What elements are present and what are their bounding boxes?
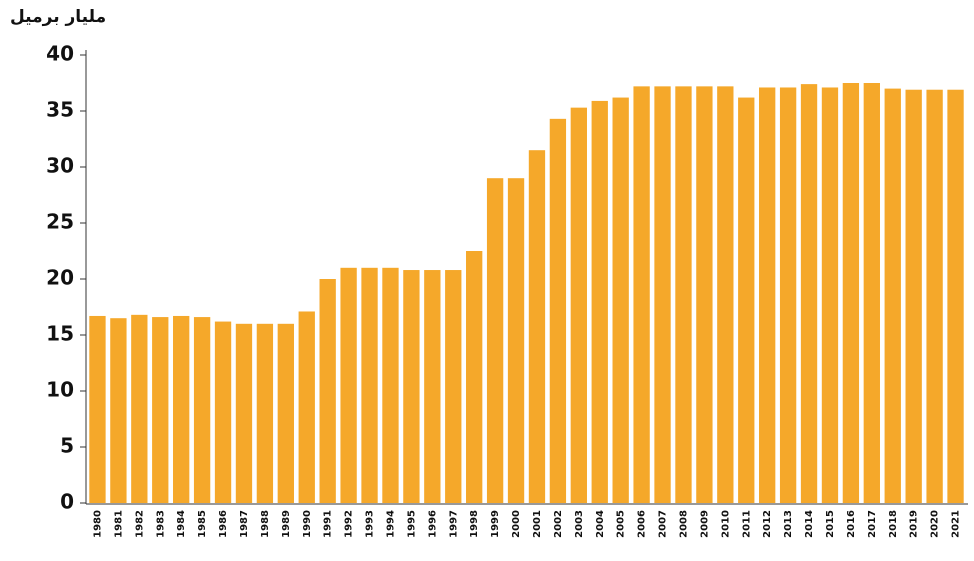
x-tick-label: 1999: [490, 510, 501, 538]
x-tick-label: 2017: [867, 510, 878, 538]
y-tick-label: 0: [60, 490, 74, 514]
x-tick-label: 1987: [239, 510, 250, 538]
x-tick-label: 2007: [658, 510, 669, 538]
bar: [528, 150, 546, 503]
x-tick-label: 2009: [699, 510, 710, 538]
x-tick-label: 1994: [385, 510, 396, 538]
bar: [298, 311, 315, 503]
bar: [905, 89, 922, 503]
x-tick-label: 1991: [323, 510, 334, 538]
bar: [654, 86, 671, 504]
bar: [717, 86, 734, 504]
x-tick-label: 2008: [678, 510, 689, 538]
x-tick-label: 1980: [92, 510, 103, 538]
x-tick-label: 2012: [762, 510, 773, 538]
y-tick-label: 5: [60, 434, 74, 458]
y-tick-label: 15: [46, 322, 74, 346]
x-tick-label: 2002: [553, 510, 564, 538]
bar: [403, 270, 420, 503]
bar: [214, 321, 232, 503]
bar: [675, 86, 692, 504]
bar: [759, 87, 776, 503]
bar: [779, 87, 797, 503]
bar: [277, 323, 294, 503]
bar: [235, 323, 253, 503]
bar: [424, 270, 441, 503]
bar: [507, 178, 525, 503]
bar: [633, 86, 650, 504]
x-tick-label: 2013: [783, 510, 794, 538]
x-tick-label: 2016: [846, 510, 857, 538]
x-tick-label: 1985: [197, 510, 208, 538]
x-tick-label: 1986: [218, 510, 229, 538]
x-tick-label: 1997: [448, 510, 459, 538]
bar: [821, 87, 839, 503]
x-tick-label: 2003: [574, 510, 585, 538]
x-tick-label: 1989: [281, 510, 292, 538]
bar: [361, 267, 378, 503]
x-tick-label: 1996: [427, 510, 438, 538]
bar: [842, 83, 860, 503]
bar: [173, 315, 190, 503]
x-tick-label: 1995: [406, 510, 417, 538]
chart-title: مليار برميل: [10, 7, 106, 27]
bar: [549, 118, 567, 503]
bar: [89, 315, 106, 503]
x-tick-label: 2001: [532, 510, 543, 538]
x-tick-label: 2021: [951, 510, 962, 538]
bar: [696, 86, 713, 504]
x-tick-label: 2015: [825, 510, 836, 538]
x-tick-label: 2011: [741, 510, 752, 538]
y-tick-label: 25: [46, 210, 74, 234]
bar: [256, 323, 274, 503]
bar: [926, 89, 943, 503]
x-tick-label: 1992: [344, 510, 355, 538]
bar: [486, 178, 504, 503]
x-tick-label: 2014: [804, 510, 815, 538]
bar: [947, 89, 964, 503]
bar: [382, 267, 399, 503]
x-tick-label: 2005: [616, 510, 627, 538]
x-tick-label: 1998: [469, 510, 480, 538]
x-tick-label: 1983: [155, 510, 166, 538]
bar: [340, 267, 357, 503]
bar: [466, 251, 483, 503]
bar: [863, 83, 880, 503]
bar: [131, 314, 148, 503]
x-tick-label: 1982: [134, 510, 145, 538]
x-tick-label: 2000: [511, 510, 522, 538]
bar: [591, 100, 608, 504]
x-tick-label: 1993: [365, 510, 376, 538]
x-tick-label: 2019: [909, 510, 920, 538]
bar: [570, 107, 587, 503]
y-tick-label: 30: [46, 154, 74, 178]
bar: [800, 84, 818, 504]
x-tick-label: 1981: [113, 510, 124, 538]
y-tick-label: 10: [46, 378, 74, 402]
bar: [110, 318, 127, 503]
bar: [193, 317, 211, 503]
bar: [612, 97, 629, 503]
bar: [884, 88, 901, 503]
bar: [738, 97, 755, 503]
y-tick-label: 20: [46, 266, 74, 290]
x-tick-label: 2018: [888, 510, 899, 538]
x-tick-label: 2010: [720, 510, 731, 538]
x-tick-label: 2020: [930, 510, 941, 538]
x-tick-label: 2006: [637, 510, 648, 538]
y-tick-label: 35: [46, 98, 74, 122]
y-tick-label: 40: [46, 42, 74, 66]
x-tick-label: 2004: [595, 510, 606, 538]
x-tick-label: 1984: [176, 510, 187, 538]
bar: [152, 317, 169, 503]
x-tick-label: 1990: [302, 510, 313, 538]
bar: [319, 279, 336, 503]
x-tick-label: 1988: [260, 510, 271, 538]
bar: [445, 270, 462, 503]
